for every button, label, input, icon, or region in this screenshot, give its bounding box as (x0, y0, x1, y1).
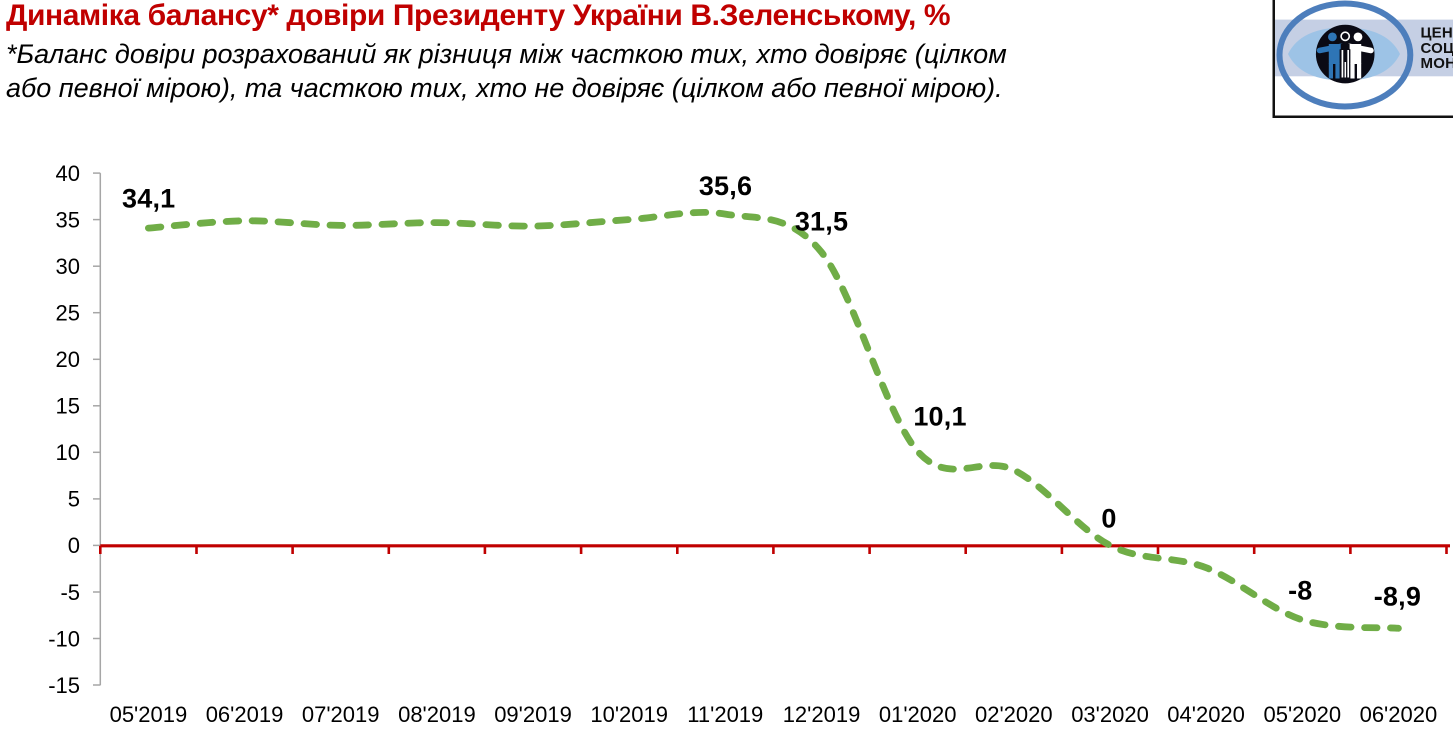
svg-text:-8,9: -8,9 (1374, 582, 1421, 612)
svg-text:09'2019: 09'2019 (494, 702, 572, 727)
svg-text:11'2019: 11'2019 (687, 702, 763, 727)
svg-text:25: 25 (56, 301, 80, 326)
svg-text:10: 10 (56, 440, 80, 465)
svg-text:15: 15 (56, 394, 80, 419)
svg-text:35: 35 (56, 207, 80, 232)
svg-text:10,1: 10,1 (913, 402, 966, 432)
svg-text:06'2019: 06'2019 (206, 702, 284, 727)
svg-text:02'2020: 02'2020 (975, 702, 1053, 727)
svg-text:04'2020: 04'2020 (1167, 702, 1245, 727)
svg-text:20: 20 (56, 347, 80, 372)
svg-text:06'2020: 06'2020 (1360, 702, 1438, 727)
svg-text:31,5: 31,5 (795, 207, 848, 237)
svg-text:-8: -8 (1288, 576, 1312, 606)
svg-text:5: 5 (68, 487, 80, 512)
svg-text:10'2019: 10'2019 (590, 702, 668, 727)
svg-text:ЦЕНТР: ЦЕНТР (1421, 25, 1453, 42)
svg-text:12'2019: 12'2019 (783, 702, 861, 727)
svg-text:03'2020: 03'2020 (1071, 702, 1149, 727)
svg-text:30: 30 (56, 254, 80, 279)
svg-text:0: 0 (1101, 504, 1116, 534)
svg-text:40: 40 (56, 161, 80, 186)
svg-text:-5: -5 (60, 580, 80, 605)
svg-text:0: 0 (68, 533, 80, 558)
svg-text:-15: -15 (48, 673, 80, 698)
svg-text:34,1: 34,1 (122, 184, 175, 214)
svg-text:МОНІТОРИНГУ: МОНІТОРИНГУ (1421, 55, 1453, 72)
svg-text:05'2019: 05'2019 (110, 702, 188, 727)
svg-text:08'2019: 08'2019 (398, 702, 476, 727)
svg-text:07'2019: 07'2019 (302, 702, 380, 727)
svg-text:СОЦІАЛЬНОГО: СОЦІАЛЬНОГО (1421, 40, 1453, 57)
svg-text:35,6: 35,6 (699, 171, 752, 201)
svg-text:05'2020: 05'2020 (1263, 702, 1341, 727)
svg-text:01'2020: 01'2020 (879, 702, 957, 727)
svg-text:-10: -10 (48, 626, 80, 651)
